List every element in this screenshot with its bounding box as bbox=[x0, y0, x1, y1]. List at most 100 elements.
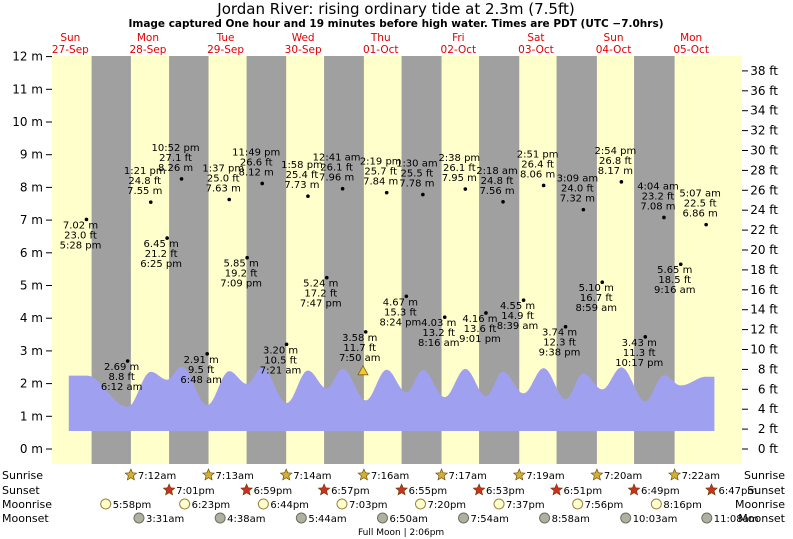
day-date: 03-Oct bbox=[518, 44, 554, 56]
tide-label: 8:39 am bbox=[497, 321, 539, 332]
tide-point bbox=[340, 186, 345, 191]
right-tick-label: 34 ft bbox=[750, 104, 778, 118]
right-tick-label: 4 ft bbox=[758, 402, 778, 416]
day-date: 27-Sep bbox=[52, 44, 89, 56]
sunset-time: 6:49pm bbox=[641, 486, 680, 497]
moonset-time: 5:44am bbox=[308, 514, 346, 525]
moonrise-time: 6:23pm bbox=[192, 500, 231, 511]
sunset-time: 6:53pm bbox=[486, 486, 525, 497]
tide-label: 12.3 ft bbox=[543, 338, 576, 349]
tide-label: 18.5 ft bbox=[658, 275, 691, 286]
right-tick-label: 36 ft bbox=[750, 84, 778, 98]
tide-point bbox=[600, 280, 605, 285]
tide-point bbox=[260, 181, 265, 186]
row-label-left: Sunset bbox=[2, 484, 40, 497]
moonrise-icon bbox=[572, 498, 584, 510]
tide-label: 8.8 ft bbox=[108, 372, 134, 383]
moonset-icon bbox=[376, 512, 388, 524]
tide-label: 1:21 pm bbox=[124, 166, 166, 177]
tide-label: 4:04 am bbox=[637, 181, 679, 192]
moonrise-icon bbox=[415, 498, 427, 510]
tide-label: 8.26 m bbox=[158, 163, 193, 174]
tide-label: 6:48 am bbox=[180, 375, 222, 386]
tide-label: 8:16 am bbox=[418, 338, 460, 349]
tide-label: 26.8 ft bbox=[599, 156, 632, 167]
tide-label: 15.3 ft bbox=[384, 307, 417, 318]
left-tick-label: 6 m bbox=[20, 246, 43, 260]
tide-label: 6:25 pm bbox=[140, 259, 182, 270]
moonset-icon bbox=[214, 512, 226, 524]
tide-label: 7.96 m bbox=[319, 173, 354, 184]
tide-label: 7.56 m bbox=[479, 186, 514, 197]
tide-label: 1:30 am bbox=[396, 159, 438, 170]
tide-label: 21.2 ft bbox=[145, 249, 178, 260]
tide-area bbox=[68, 364, 715, 432]
right-tick-label: 22 ft bbox=[750, 223, 778, 237]
tide-label: 7:50 am bbox=[339, 353, 381, 364]
moonrise-icon bbox=[100, 498, 112, 510]
sunrise-time: 7:14am bbox=[293, 471, 331, 482]
tide-point bbox=[179, 177, 184, 181]
moonset-time: 3:31am bbox=[146, 514, 184, 525]
moonset-time: 7:54am bbox=[471, 514, 509, 525]
tide-label: 24.8 ft bbox=[481, 176, 514, 187]
tide-point bbox=[442, 315, 447, 320]
row-label-right: Moonrise bbox=[735, 498, 785, 511]
tide-point bbox=[306, 194, 310, 199]
moonset-icon bbox=[133, 512, 145, 524]
left-tick-label: 7 m bbox=[20, 213, 43, 227]
tide-label: 26.6 ft bbox=[240, 157, 273, 168]
sunrise-time: 7:17am bbox=[449, 471, 487, 482]
tide-label: 3.43 m bbox=[622, 338, 657, 349]
tide-point bbox=[324, 275, 329, 280]
chart-title: Jordan River: rising ordinary tide at 2.… bbox=[216, 0, 574, 18]
right-tick-label: 14 ft bbox=[750, 303, 778, 317]
tide-label: 3.20 m bbox=[263, 345, 298, 356]
left-tick-label: 1 m bbox=[20, 409, 43, 423]
left-tick-label: 4 m bbox=[20, 311, 43, 325]
axes: 0 m 1 m 2 m 3 m 4 m 5 m 6 m 7 m 8 m 9 m 10 m 11 m 12… bbox=[12, 50, 778, 456]
right-tick-label: 0 ft bbox=[758, 442, 778, 456]
tide-label: 24.8 ft bbox=[128, 176, 161, 187]
day-name: Wed bbox=[292, 32, 315, 44]
tide-point bbox=[404, 294, 409, 299]
tide-point bbox=[541, 183, 546, 188]
tide-label: 6.45 m bbox=[144, 239, 179, 250]
row-label-right: Sunset bbox=[747, 484, 785, 497]
tide-label: 26.1 ft bbox=[443, 163, 476, 174]
sunset-icon bbox=[627, 483, 641, 496]
moonrise-icon bbox=[493, 498, 505, 510]
sunset-icon bbox=[550, 483, 564, 496]
tide-point bbox=[421, 192, 425, 197]
current-tide-marker bbox=[357, 364, 369, 376]
day-name: Sun bbox=[60, 32, 80, 44]
sunset-time: 6:57pm bbox=[331, 486, 370, 497]
left-tick-label: 8 m bbox=[20, 180, 43, 194]
sunrise-icon bbox=[124, 468, 138, 481]
tide-point bbox=[245, 255, 249, 260]
tide-label: 6:12 am bbox=[101, 382, 143, 393]
tide-label: 5.65 m bbox=[657, 265, 692, 276]
sunrise-time: 7:19am bbox=[526, 471, 564, 482]
tide-label: 13.6 ft bbox=[464, 324, 497, 335]
tide-label: 13.2 ft bbox=[422, 328, 455, 339]
tide-label: 25.5 ft bbox=[400, 169, 433, 180]
left-tick-label: 9 m bbox=[20, 148, 43, 162]
tide-label: 8.17 m bbox=[598, 166, 633, 177]
day-date: 29-Sep bbox=[207, 44, 244, 56]
moonset-icon bbox=[701, 512, 713, 524]
row-label-left: Moonrise bbox=[2, 498, 52, 511]
tide-label: 11:49 pm bbox=[232, 147, 280, 158]
tide-point bbox=[484, 311, 488, 315]
left-tick-label: 5 m bbox=[20, 279, 43, 293]
tide-label: 5.10 m bbox=[579, 283, 614, 294]
tide-label: 7:09 pm bbox=[220, 279, 262, 290]
tide-label: 5.85 m bbox=[224, 259, 259, 270]
sunset-icon bbox=[395, 483, 409, 496]
right-tick-label: 38 ft bbox=[750, 64, 778, 78]
tide-label: 5:28 pm bbox=[60, 240, 102, 251]
moonrise-time: 7:56pm bbox=[585, 500, 624, 511]
tide-label: 23.0 ft bbox=[64, 230, 97, 241]
tide-point bbox=[501, 199, 505, 204]
moonset-icon bbox=[458, 512, 470, 524]
